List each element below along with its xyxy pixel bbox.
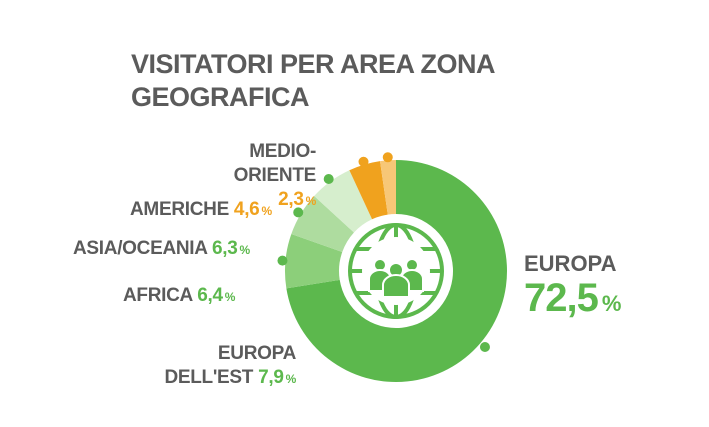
slice-europa-est bbox=[285, 234, 343, 289]
label-medio-oriente-name2: ORIENTE bbox=[233, 165, 317, 186]
label-europa-value-wrap: 72,5% bbox=[524, 276, 622, 321]
dot-africa bbox=[293, 207, 304, 218]
label-europa-est-name1: EUROPA bbox=[217, 343, 296, 364]
label-europa-est: EUROPA DELL'EST 7,9% bbox=[150, 342, 296, 391]
label-europa-value: 72,5 bbox=[524, 276, 599, 320]
chart-title: VISITATORI PER AREA ZONA GEOGRAFICA bbox=[131, 48, 551, 114]
label-americhe-name: AMERICHE bbox=[130, 199, 229, 220]
dot-americhe bbox=[358, 156, 369, 167]
label-europa-name: EUROPA bbox=[524, 251, 617, 276]
slice-americhe bbox=[349, 161, 388, 220]
label-markers bbox=[277, 152, 490, 352]
dot-medio-oriente bbox=[382, 152, 393, 163]
label-medio-oriente-value: 2,3 bbox=[278, 189, 304, 210]
dot-europa-est bbox=[277, 255, 288, 266]
label-europa-est-value: 7,9 bbox=[258, 367, 284, 388]
label-europa-unit: % bbox=[601, 291, 622, 316]
dot-asia-oceania bbox=[323, 173, 334, 184]
label-medio-oriente: MEDIO- ORIENTE 2,3% bbox=[206, 140, 317, 213]
slice-medio-oriente bbox=[380, 160, 396, 215]
label-medio-oriente-unit: % bbox=[305, 194, 317, 208]
slice-europa bbox=[286, 160, 508, 382]
label-europa-est-name2: DELL'EST bbox=[164, 367, 254, 388]
label-asia-oceania-unit: % bbox=[239, 243, 250, 257]
label-europa-est-line2: DELL'EST 7,9% bbox=[150, 366, 296, 391]
label-americhe-value: 4,6 bbox=[233, 199, 260, 220]
label-europa-est-unit: % bbox=[285, 372, 297, 386]
label-africa-value: 6,4 bbox=[197, 285, 223, 306]
label-africa-unit: % bbox=[224, 290, 236, 304]
label-americhe: AMERICHE 4,6% bbox=[130, 198, 272, 223]
globe-people-icon bbox=[341, 216, 451, 326]
label-medio-oriente-line2: ORIENTE 2,3% bbox=[206, 164, 317, 213]
label-africa-name: AFRICA bbox=[123, 285, 193, 306]
label-medio-oriente-name1: MEDIO- bbox=[249, 141, 316, 162]
label-asia-oceania: ASIA/OCEANIA 6,3% bbox=[73, 237, 250, 262]
chart-title-line1: VISITATORI PER AREA ZONA bbox=[131, 49, 496, 79]
dot-europa bbox=[479, 341, 490, 352]
slice-asia-oceania bbox=[314, 170, 373, 233]
chart-title-line2: GEOGRAFICA bbox=[131, 82, 310, 112]
label-africa: AFRICA 6,4% bbox=[123, 284, 235, 309]
label-americhe-unit: % bbox=[261, 204, 272, 218]
label-asia-oceania-value: 6,3 bbox=[211, 238, 238, 259]
label-asia-oceania-name: ASIA/OCEANIA bbox=[73, 238, 207, 259]
slice-africa bbox=[291, 196, 354, 253]
donut-slices bbox=[285, 160, 508, 382]
